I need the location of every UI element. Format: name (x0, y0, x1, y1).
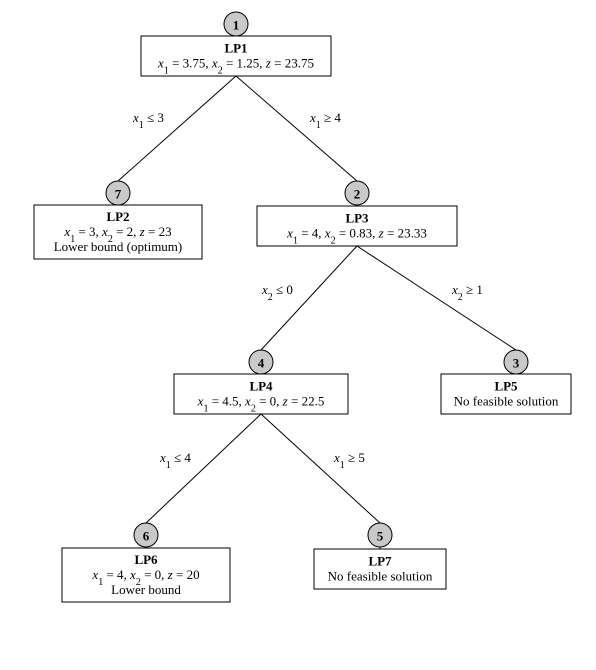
svg-text:3: 3 (513, 356, 520, 371)
edge-label: x1 ≤ 4 (159, 450, 191, 471)
lp-box-lp6: LP6x1 = 4, x2 = 0, z = 20Lower bound (62, 548, 230, 602)
tree-edge (118, 76, 236, 181)
order-circle-7: 7 (106, 181, 130, 205)
lp-title: LP4 (249, 379, 273, 394)
lp-box-lp1: LP1x1 = 3.75, x2 = 1.25, z = 23.75 (141, 36, 331, 76)
tree-edge (261, 414, 380, 523)
lp-box-lp7: LP7No feasible solution (314, 549, 446, 589)
lp-title: LP2 (106, 209, 129, 224)
lp-detail: No feasible solution (454, 394, 559, 409)
edge-label: x1 ≥ 5 (333, 450, 365, 471)
tree-edge (236, 76, 357, 181)
lp-detail: Lower bound (optimum) (54, 239, 183, 254)
edges: x1 ≤ 3 x1 ≥ 4 x2 ≤ 0 x2 ≥ 1 x1 ≤ 4 x1 ≥ 5 (118, 76, 516, 549)
edge-label: x1 ≥ 4 (309, 110, 341, 131)
lp-box-lp5: LP5No feasible solution (441, 374, 571, 414)
tree-edge (261, 246, 357, 350)
branch-and-bound-tree: x1 ≤ 3 x1 ≥ 4 x2 ≤ 0 x2 ≥ 1 x1 ≤ 4 x1 ≥ 5 1 LP1… (0, 0, 596, 670)
svg-text:5: 5 (377, 529, 384, 544)
tree-edge (357, 246, 516, 350)
svg-text:7: 7 (115, 187, 122, 202)
lp-title: LP7 (368, 554, 392, 569)
lp-title: LP1 (224, 41, 247, 56)
svg-text:1: 1 (233, 18, 240, 33)
lp-title: LP3 (345, 211, 369, 226)
nodes: 1LP1x1 = 3.75, x2 = 1.25, z = 23.757LP2x… (34, 12, 571, 602)
lp-detail: No feasible solution (328, 569, 433, 584)
lp-box-lp2: LP2x1 = 3, x2 = 2, z = 23Lower bound (op… (34, 205, 202, 259)
lp-title: LP6 (134, 552, 158, 567)
svg-text:6: 6 (143, 529, 150, 544)
order-circle-3: 3 (504, 350, 528, 374)
order-circle-5: 5 (368, 523, 392, 547)
lp-box-lp3: LP3x1 = 4, x2 = 0.83, z = 23.33 (257, 206, 457, 246)
order-circle-4: 4 (249, 350, 273, 374)
lp-title: LP5 (494, 379, 518, 394)
order-circle-1: 1 (224, 12, 248, 36)
order-circle-2: 2 (345, 181, 369, 205)
order-circle-6: 6 (134, 523, 158, 547)
edge-label: x1 ≤ 3 (132, 110, 164, 131)
svg-text:2: 2 (354, 187, 361, 202)
edge-label: x2 ≥ 1 (451, 282, 483, 303)
tree-edge (146, 414, 261, 523)
svg-text:4: 4 (258, 356, 265, 371)
lp-detail: Lower bound (111, 582, 181, 597)
lp-box-lp4: LP4x1 = 4.5, x2 = 0, z = 22.5 (174, 374, 348, 414)
edge-label: x2 ≤ 0 (261, 282, 293, 303)
